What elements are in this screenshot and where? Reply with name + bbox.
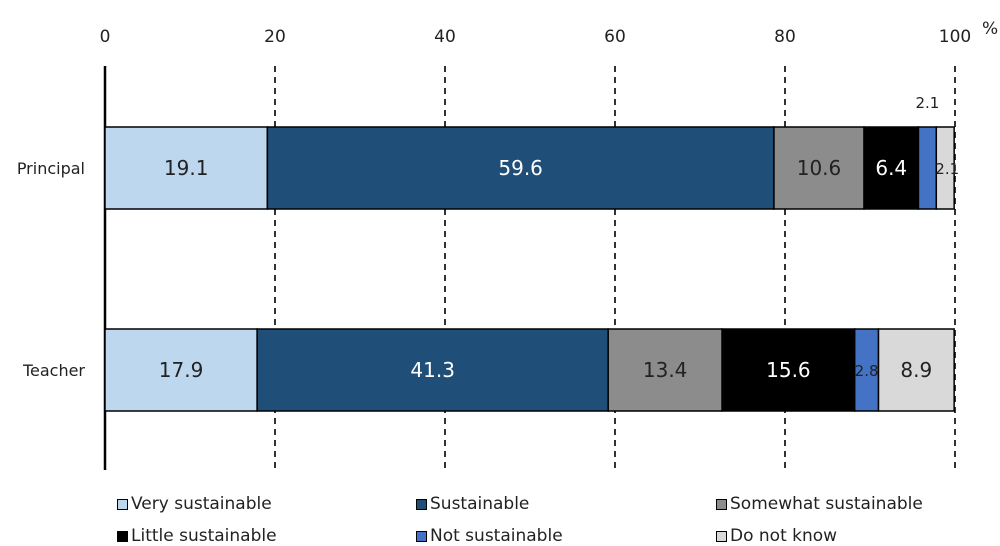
data-label: 17.9 <box>159 358 204 382</box>
x-tick-label: 40 <box>434 27 456 47</box>
data-label: 8.9 <box>900 358 932 382</box>
bar-segment <box>917 126 938 210</box>
bar-segment <box>863 126 920 210</box>
data-label: 2.1 <box>935 160 959 178</box>
x-axis-ticks: 0 20 40 60 80 100 <box>100 27 972 47</box>
x-tick-label: 20 <box>264 27 286 47</box>
category-labels: Principal Teacher <box>17 159 86 380</box>
data-label: 41.3 <box>410 358 455 382</box>
bar-segment <box>877 328 955 412</box>
x-tick-label: 80 <box>774 27 796 47</box>
data-label: 6.4 <box>875 156 907 180</box>
bar-segment <box>935 126 955 210</box>
bar-segment <box>256 328 609 412</box>
data-label: 13.4 <box>643 358 688 382</box>
bar-segment <box>721 328 856 412</box>
bars <box>104 126 955 412</box>
bar-segment <box>607 328 723 412</box>
data-label: 2.8 <box>855 362 879 380</box>
data-labels: 19.1 59.6 10.6 6.4 2.1 17.9 41.3 13.4 15.6 2.8 8.9… <box>159 94 959 382</box>
bar-segment <box>104 126 269 210</box>
axis-unit-label: % <box>982 19 998 39</box>
data-label: 59.6 <box>498 156 543 180</box>
x-tick-label: 0 <box>100 27 111 47</box>
data-label: 19.1 <box>164 156 209 180</box>
bar-segment <box>266 126 775 210</box>
x-tick-label: 100 <box>939 27 971 47</box>
bar-segment <box>104 328 258 412</box>
data-label: 2.1 <box>915 94 939 112</box>
data-label: 10.6 <box>797 156 842 180</box>
x-tick-label: 60 <box>604 27 626 47</box>
category-label: Principal <box>17 159 85 178</box>
category-label: Teacher <box>22 361 85 380</box>
data-label: 15.6 <box>766 358 811 382</box>
